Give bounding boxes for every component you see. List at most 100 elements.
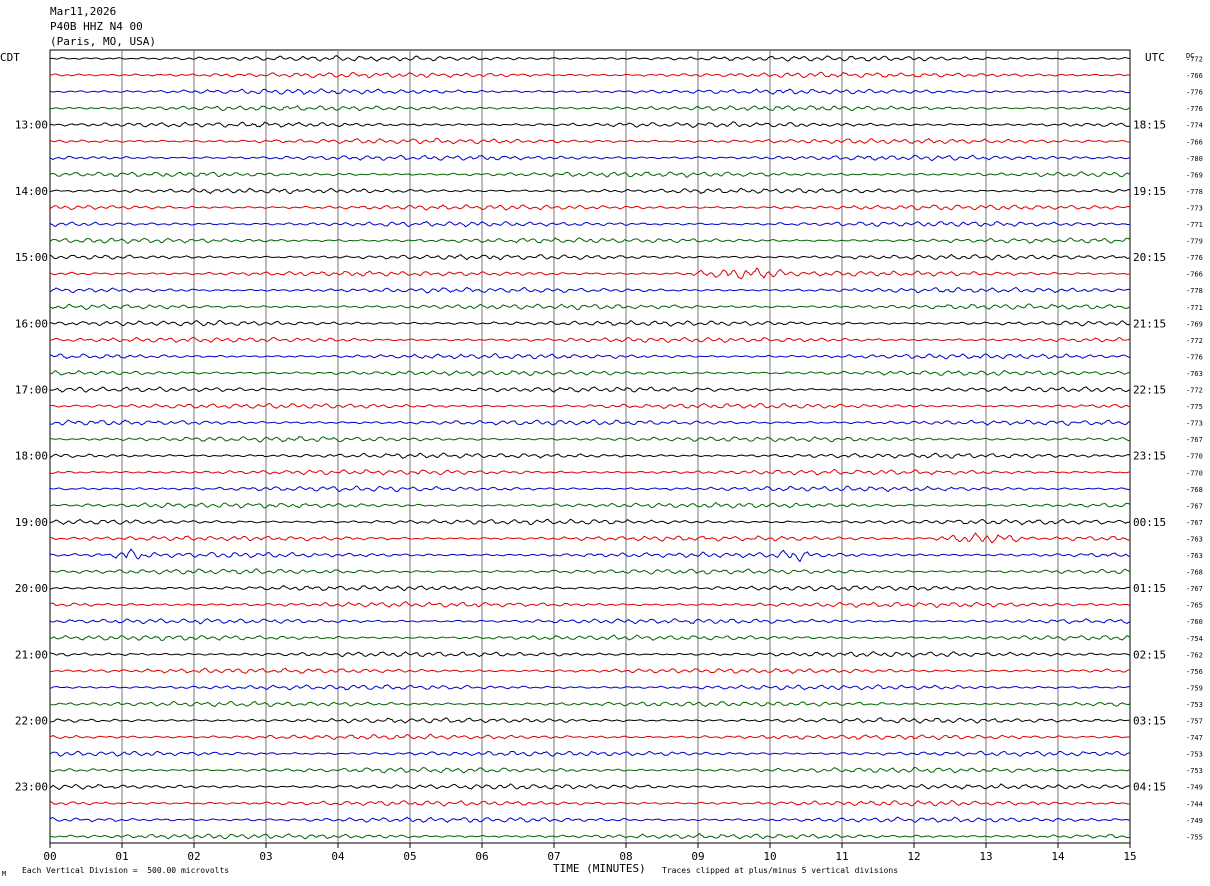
seismic-trace xyxy=(49,319,1131,327)
right-hour-label: 23:15 xyxy=(1133,450,1166,463)
right-hour-label: 00:15 xyxy=(1133,516,1166,529)
left-hour-label: 20:00 xyxy=(15,582,48,595)
seismic-trace xyxy=(49,651,1131,658)
dc-offset-label: -767 xyxy=(1186,585,1203,593)
seismic-trace xyxy=(49,750,1131,757)
seismic-trace xyxy=(49,634,1131,641)
dc-offset-label: -765 xyxy=(1186,602,1203,610)
corner-mark: M xyxy=(2,870,7,878)
seismic-trace xyxy=(49,353,1131,360)
chart-date: Mar11,2026 xyxy=(50,5,117,18)
x-tick-label: 12 xyxy=(907,850,920,863)
seismic-trace xyxy=(49,548,1131,563)
station-id: P40B HHZ N4 00 xyxy=(50,20,143,33)
dc-offset-label: -762 xyxy=(1186,651,1203,659)
seismic-trace xyxy=(49,733,1131,741)
seismic-trace xyxy=(49,105,1131,112)
dc-offset-label: -776 xyxy=(1186,105,1203,113)
left-hour-label: 16:00 xyxy=(15,317,48,330)
x-axis-title: TIME (MINUTES) xyxy=(553,862,646,875)
x-tick-label: 04 xyxy=(331,850,345,863)
seismic-trace xyxy=(49,766,1131,774)
dc-offset-label: -763 xyxy=(1186,552,1203,560)
seismic-trace xyxy=(49,286,1131,294)
seismic-trace xyxy=(49,518,1131,526)
seismic-trace xyxy=(49,501,1131,509)
seismic-trace xyxy=(49,386,1131,393)
seismic-trace xyxy=(49,568,1131,575)
dc-offset-label: -772 xyxy=(1186,387,1203,395)
dc-offset-label: -766 xyxy=(1186,138,1203,146)
dc-offset-label: -778 xyxy=(1186,188,1203,196)
dc-offset-label: -768 xyxy=(1186,569,1203,577)
x-tick-label: 10 xyxy=(763,850,776,863)
seismic-trace xyxy=(49,402,1131,410)
right-hour-label: 01:15 xyxy=(1133,582,1166,595)
dc-offset-label: -753 xyxy=(1186,751,1203,759)
x-tick-label: 09 xyxy=(691,850,704,863)
dc-offset-label: -756 xyxy=(1186,668,1203,676)
x-tick-label: 13 xyxy=(979,850,992,863)
left-hour-label: 17:00 xyxy=(15,384,48,397)
seismic-trace xyxy=(49,71,1131,79)
seismic-trace xyxy=(49,303,1131,311)
seismic-trace xyxy=(49,485,1131,493)
seismic-trace xyxy=(49,684,1131,691)
seismic-trace xyxy=(49,220,1131,228)
dc-column-header: DC xyxy=(1186,52,1194,60)
dc-offset-label: -772 xyxy=(1186,337,1203,345)
left-hour-label: 22:00 xyxy=(15,715,48,728)
right-hour-label: 18:15 xyxy=(1133,119,1166,132)
seismic-trace xyxy=(49,435,1131,443)
x-tick-label: 02 xyxy=(187,850,200,863)
right-hour-label: 03:15 xyxy=(1133,715,1166,728)
left-timezone-label: CDT xyxy=(0,51,20,64)
seismic-trace xyxy=(49,585,1131,592)
left-hour-label: 19:00 xyxy=(15,516,48,529)
dc-offset-label: -763 xyxy=(1186,535,1203,543)
dc-offset-label: -776 xyxy=(1186,254,1203,262)
plot-frame xyxy=(49,49,1131,844)
seismic-trace xyxy=(49,267,1131,280)
seismic-trace xyxy=(49,55,1131,62)
dc-offset-label: -767 xyxy=(1186,436,1203,444)
dc-offset-label: -776 xyxy=(1186,353,1203,361)
left-hour-label: 18:00 xyxy=(15,450,48,463)
dc-offset-label: -766 xyxy=(1186,72,1203,80)
seismic-trace xyxy=(49,532,1131,544)
dc-offset-label: -769 xyxy=(1186,320,1203,328)
seismic-trace xyxy=(49,601,1131,609)
dc-offset-label: -778 xyxy=(1186,287,1203,295)
left-hour-label: 14:00 xyxy=(15,185,48,198)
seismic-trace xyxy=(49,468,1131,476)
right-hour-label: 02:15 xyxy=(1133,648,1166,661)
seismic-trace xyxy=(49,154,1131,162)
dc-offset-label: -768 xyxy=(1186,486,1203,494)
seismic-trace xyxy=(49,832,1131,840)
dc-offset-label: -757 xyxy=(1186,718,1203,726)
seismic-trace xyxy=(49,137,1131,145)
right-hour-label: 19:15 xyxy=(1133,185,1166,198)
x-tick-label: 03 xyxy=(259,850,272,863)
dc-offset-label: -754 xyxy=(1186,635,1203,643)
dc-offset-label: -749 xyxy=(1186,817,1203,825)
dc-offset-label: -767 xyxy=(1186,502,1203,510)
seismic-trace xyxy=(49,419,1131,426)
right-hour-label: 21:15 xyxy=(1133,317,1166,330)
seismic-trace xyxy=(49,336,1131,344)
seismic-trace xyxy=(49,187,1131,195)
seismic-trace xyxy=(49,253,1131,261)
dc-offset-label: -771 xyxy=(1186,221,1203,229)
dc-offset-label: -770 xyxy=(1186,453,1203,461)
dc-offset-label: -773 xyxy=(1186,204,1203,212)
seismic-trace xyxy=(49,204,1131,211)
left-hour-label: 21:00 xyxy=(15,648,48,661)
dc-offset-label: -763 xyxy=(1186,370,1203,378)
dc-offset-label: -753 xyxy=(1186,767,1203,775)
seismic-trace xyxy=(49,816,1131,824)
dc-offset-label: -767 xyxy=(1186,519,1203,527)
right-hour-label: 20:15 xyxy=(1133,251,1166,264)
seismic-trace xyxy=(49,618,1131,625)
station-location: (Paris, MO, USA) xyxy=(50,35,156,48)
dc-offset-label: -779 xyxy=(1186,238,1203,246)
